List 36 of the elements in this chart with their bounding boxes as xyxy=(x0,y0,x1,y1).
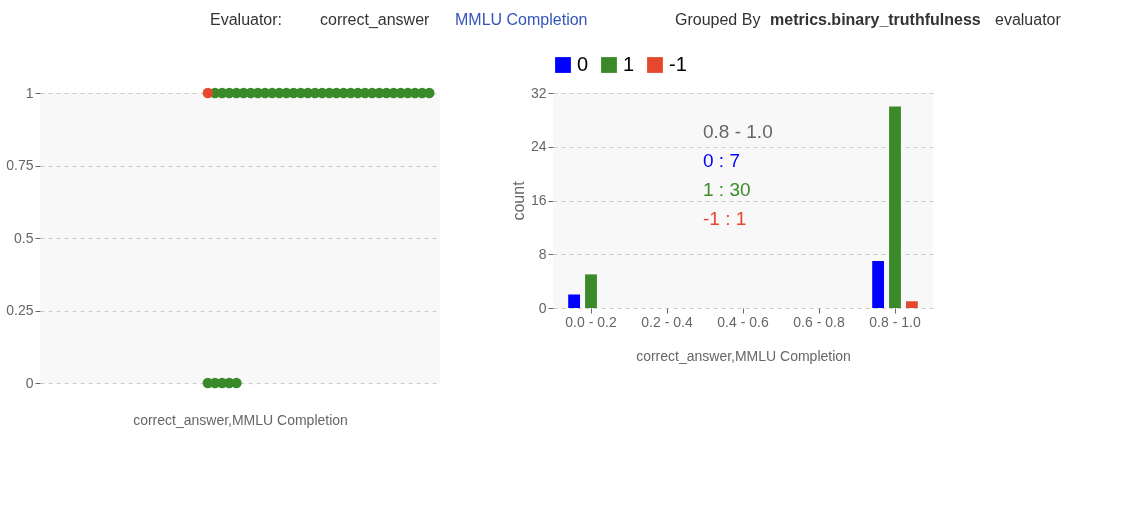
annotation: 0.8 - 1.0 xyxy=(703,121,773,143)
annotation: 0 : 7 xyxy=(703,150,740,172)
annotation: -1 : 1 xyxy=(703,207,747,229)
x-tick-label: 0.0 - 0.2 xyxy=(565,313,617,330)
text: correct_answer xyxy=(320,11,431,29)
y-tick-label: 1 xyxy=(25,84,34,101)
y-tick-label: 0 xyxy=(25,374,34,391)
y-axis-title: count xyxy=(509,180,527,221)
y-tick-label: 24 xyxy=(530,138,547,155)
y-tick-label: 0.75 xyxy=(6,157,34,173)
text: MMLU Completion xyxy=(455,11,588,28)
text: Evaluator: xyxy=(210,11,283,28)
bar xyxy=(568,294,581,308)
x-tick-label: 0.2 - 0.4 xyxy=(641,313,693,330)
legend-label: -1 xyxy=(669,53,687,75)
x-axis-title: correct_answer,MMLU Completion xyxy=(636,347,851,364)
y-tick-label: 16 xyxy=(530,192,547,208)
x-axis-title: correct_answer,MMLU Completion xyxy=(133,411,348,428)
y-tick-label: 0 xyxy=(538,299,547,316)
x-tick-label: 0.4 - 0.6 xyxy=(717,313,769,330)
text: Grouped By xyxy=(675,11,761,28)
y-tick-label: 0.25 xyxy=(6,302,34,318)
legend-label: 1 xyxy=(623,53,635,75)
y-tick-label: 0.5 xyxy=(14,229,34,246)
text: evaluator xyxy=(995,11,1062,28)
annotation: 1 : 30 xyxy=(703,178,751,200)
y-tick-label: 8 xyxy=(538,245,547,262)
bar xyxy=(872,260,885,308)
bar xyxy=(905,301,918,308)
text: metrics.binary_truthfulness xyxy=(770,11,981,28)
legend-label: 0 xyxy=(577,53,589,75)
y-tick-label: 32 xyxy=(530,84,547,101)
bar xyxy=(585,274,597,308)
x-tick-label: 0.8 - 1.0 xyxy=(869,313,921,330)
bar xyxy=(889,106,901,308)
x-tick-label: 0.6 - 0.8 xyxy=(793,313,845,330)
